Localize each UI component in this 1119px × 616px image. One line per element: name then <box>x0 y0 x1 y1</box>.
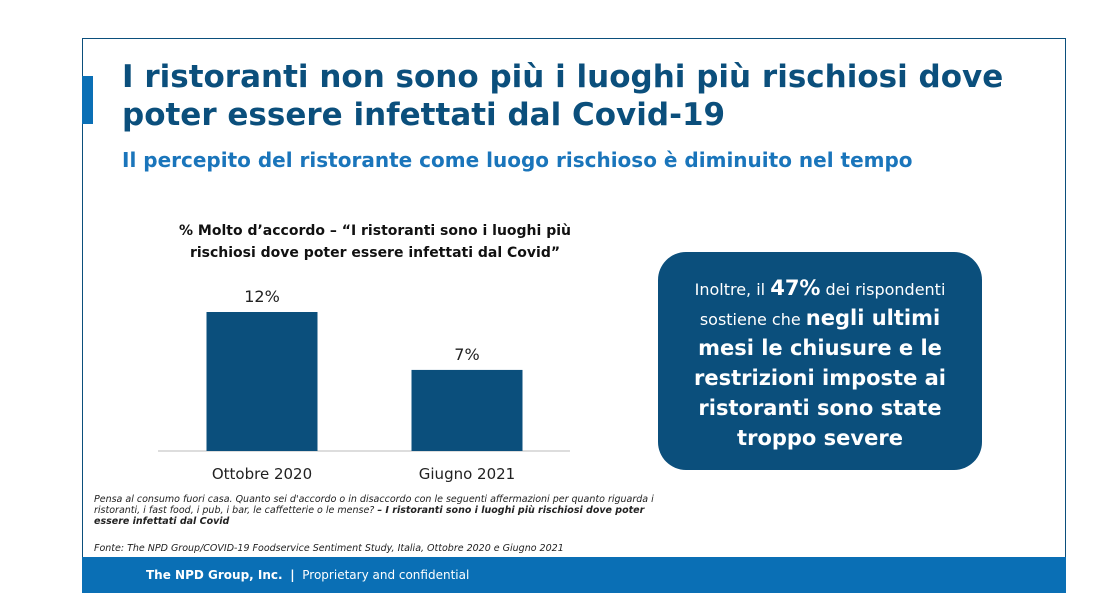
data-label: 7% <box>454 345 479 364</box>
title-accent-bar <box>82 76 93 124</box>
source-note: Fonte: The NPD Group/COVID-19 Foodservic… <box>94 543 564 554</box>
slide-subtitle: Il percepito del ristorante come luogo r… <box>122 148 913 172</box>
slide-title: I ristoranti non sono più i luoghi più r… <box>122 59 1004 133</box>
statement-text: – I ristoranti sono i luoghi più rischio… <box>94 505 645 527</box>
question-note: Pensa al consumo fuori casa. Quanto sei … <box>94 494 654 527</box>
data-label: 12% <box>244 287 280 306</box>
callout-text: dei rispondenti sostiene che <box>699 280 946 329</box>
chart-title: % Molto d’accordo – “I ristoranti sono i… <box>179 223 571 261</box>
callout-box: Inoltre, il 47% dei rispondenti sostiene… <box>658 252 982 470</box>
question-text: Pensa al consumo fuori casa. Quanto sei … <box>94 494 654 516</box>
footer-bar: The NPD Group, Inc. | Proprietary and co… <box>82 557 1066 593</box>
footer-company: The NPD Group, Inc. <box>146 568 283 582</box>
callout-text: Inoltre, il <box>694 280 771 299</box>
footer-text: Proprietary and confidential <box>302 568 470 582</box>
callout-percent: 47% <box>770 276 821 300</box>
category-label: Ottobre 2020 <box>212 465 312 483</box>
bar <box>411 369 523 451</box>
category-label: Giugno 2021 <box>419 465 515 483</box>
callout-highlight: negli ultimi mesi le chiusure e le restr… <box>694 306 946 450</box>
footer-separator: | <box>290 568 295 582</box>
bar <box>206 312 318 451</box>
